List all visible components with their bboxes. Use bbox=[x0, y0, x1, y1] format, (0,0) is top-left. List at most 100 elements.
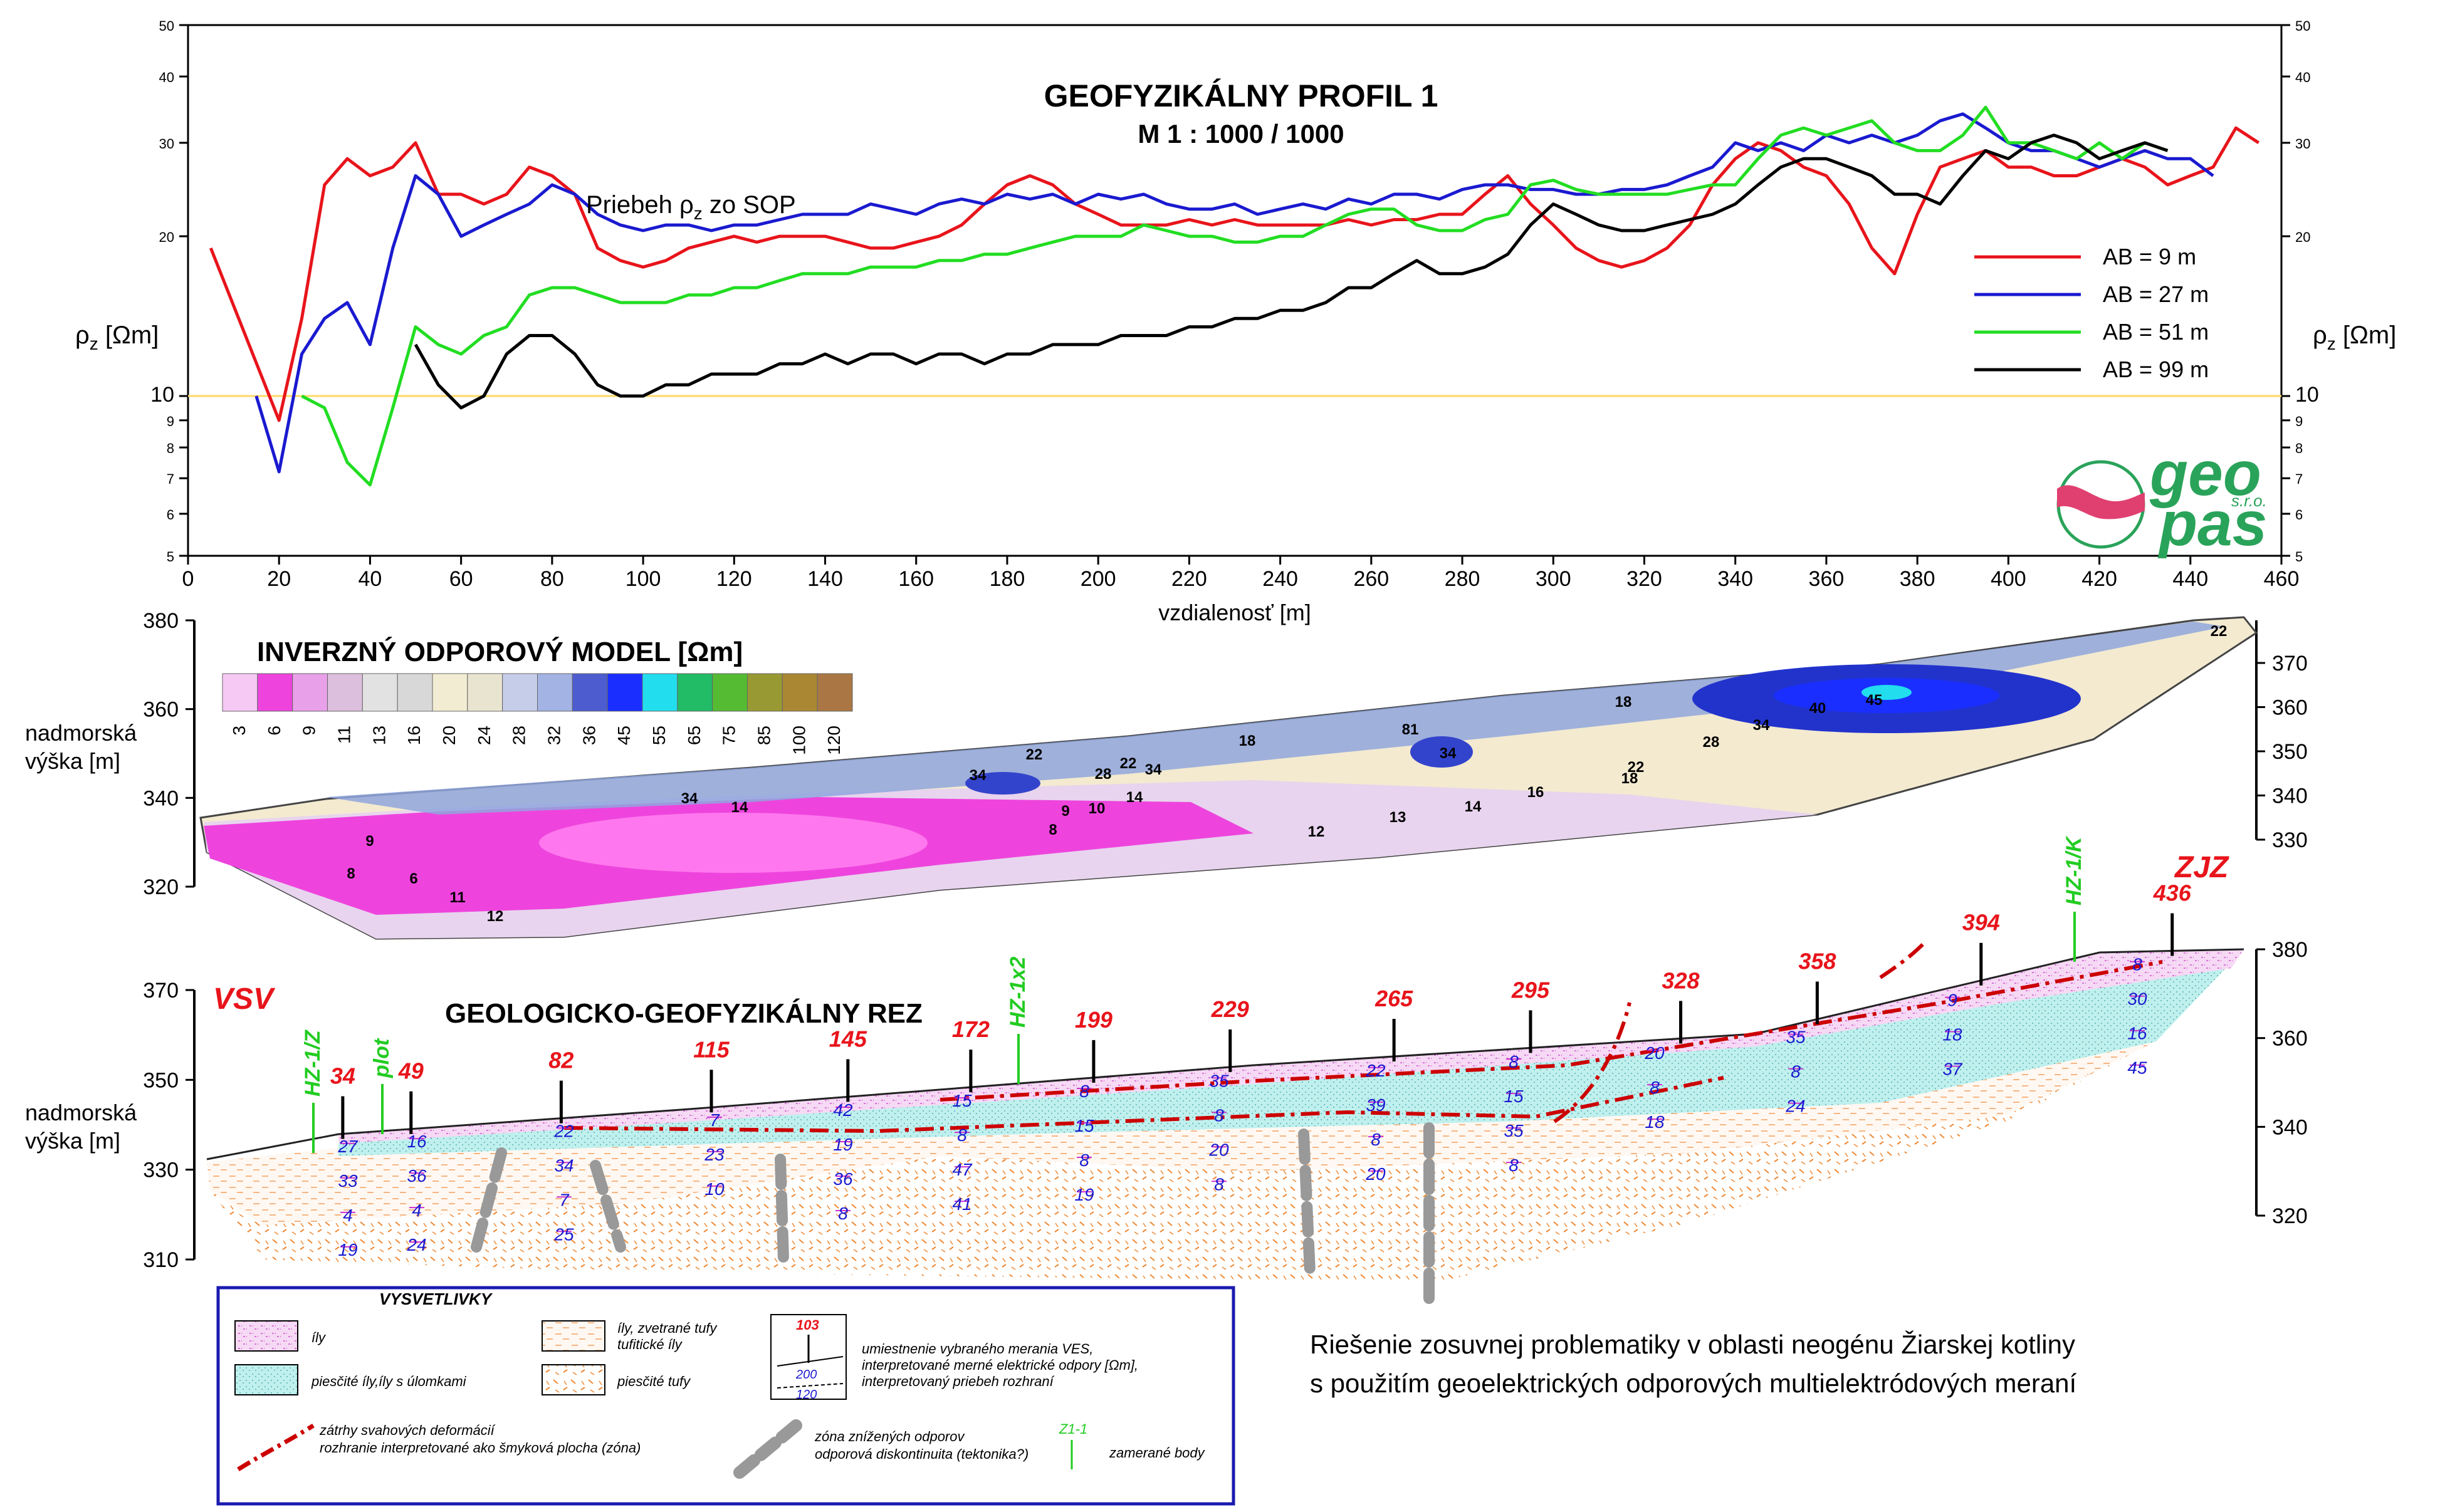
section-value: 35 bbox=[1504, 1121, 1524, 1140]
surveyed-point-label: HZ-1/K bbox=[2062, 835, 2086, 905]
legend-entry: AB = 27 m bbox=[2103, 281, 2209, 307]
contour-label: 14 bbox=[1126, 789, 1143, 806]
section-value: 25 bbox=[553, 1224, 574, 1244]
section-value: 19 bbox=[1074, 1185, 1094, 1204]
section-value: 4 bbox=[343, 1206, 353, 1225]
contour-label: 81 bbox=[1402, 721, 1419, 738]
direction-label-right: ZJZ bbox=[2174, 851, 2229, 884]
color-scale-label: 36 bbox=[579, 726, 599, 745]
color-scale-cell bbox=[817, 673, 853, 712]
section-value: 27 bbox=[337, 1137, 359, 1156]
series-line-3 bbox=[301, 105, 2169, 487]
section-value: 15 bbox=[952, 1091, 972, 1110]
color-scale-cell bbox=[327, 673, 363, 712]
ves-sample-interface-1 bbox=[777, 1356, 844, 1367]
logo-text-sro: s.r.o. bbox=[2231, 491, 2267, 510]
section-value: 10 bbox=[704, 1179, 725, 1199]
contour-label: 14 bbox=[1465, 798, 1482, 815]
geopas-logo: geo pas s.r.o. bbox=[2056, 439, 2267, 559]
y-tick-label-right: 7 bbox=[2295, 471, 2303, 487]
contour-label: 34 bbox=[1145, 761, 1162, 778]
color-scale-label: 28 bbox=[510, 726, 529, 745]
surveyed-point-label: plot bbox=[370, 1038, 394, 1078]
station-label: 199 bbox=[1075, 1007, 1113, 1033]
section-value: 20 bbox=[1365, 1164, 1386, 1184]
contour-label: 22 bbox=[1628, 759, 1645, 776]
color-scale-label: 32 bbox=[544, 726, 563, 745]
color-scale-cell bbox=[257, 673, 293, 712]
x-tick-label: 140 bbox=[807, 567, 843, 591]
section-value: 35 bbox=[1209, 1071, 1229, 1090]
section-value: 22 bbox=[553, 1121, 574, 1140]
station-label: 82 bbox=[548, 1048, 573, 1073]
y-tick-label-left: 5 bbox=[167, 549, 174, 565]
explanation-box: VYSVETLIVKY íly piesčité íly,íly s úlomk… bbox=[216, 1286, 1235, 1506]
color-scale-cell bbox=[712, 673, 748, 712]
section-value: 8 bbox=[2132, 955, 2142, 974]
section-value: 24 bbox=[1785, 1097, 1805, 1116]
color-scale-label: 9 bbox=[300, 726, 319, 736]
section-y-label-line1: nadmorská bbox=[25, 1100, 137, 1125]
section-value: 8 bbox=[1650, 1078, 1660, 1097]
swatch-slip bbox=[237, 1424, 315, 1471]
color-scale-label: 85 bbox=[754, 726, 773, 745]
logo-text-geo: geo bbox=[2149, 439, 2261, 509]
model-high-band bbox=[326, 622, 2225, 815]
station-label: 145 bbox=[829, 1026, 867, 1051]
model-high-patch-2 bbox=[965, 772, 1040, 795]
y-tick-label-right: 8 bbox=[2295, 441, 2303, 456]
x-tick-label: 20 bbox=[267, 567, 291, 591]
y-tick-label-right: 20 bbox=[2295, 229, 2310, 245]
contour-label: 28 bbox=[1095, 766, 1112, 783]
expl-weathered-tuffs-2: tufitické íly bbox=[617, 1337, 683, 1352]
section-value: 15 bbox=[1504, 1087, 1524, 1106]
x-tick-label: 420 bbox=[2081, 567, 2117, 591]
top-series bbox=[209, 105, 2260, 487]
section-value: 42 bbox=[833, 1100, 853, 1120]
section-y-tick-label-right: 320 bbox=[2272, 1204, 2308, 1228]
section-value: 20 bbox=[1644, 1043, 1665, 1063]
section-value: 23 bbox=[704, 1145, 725, 1164]
model-y-tick-label: 360 bbox=[143, 698, 179, 722]
sop-annotation: Priebeh ρz zo SOP bbox=[586, 191, 796, 223]
contour-label: 22 bbox=[1120, 755, 1137, 772]
y-tick-label-left: 40 bbox=[159, 70, 174, 85]
swatch-weathered-tuffs bbox=[542, 1320, 605, 1352]
legend-entry: AB = 99 m bbox=[2103, 357, 2209, 382]
x-tick-label: 400 bbox=[1991, 567, 2026, 591]
y-tick-label-left: 7 bbox=[167, 471, 174, 487]
color-scale-cell bbox=[747, 673, 783, 712]
color-scale-label: 55 bbox=[649, 726, 669, 745]
station-label: 358 bbox=[1798, 949, 1836, 974]
contour-label: 40 bbox=[1809, 700, 1826, 717]
color-scale-label: 20 bbox=[439, 726, 459, 745]
section-y-tick-label: 370 bbox=[143, 979, 179, 1003]
section-title: GEOLOGICKO-GEOFYZIKÁLNY REZ bbox=[445, 998, 923, 1029]
series-line-4 bbox=[414, 133, 2169, 410]
top-plot-frame bbox=[187, 24, 2283, 557]
expl-sandy-clays: piesčité íly,íly s úlomkami bbox=[311, 1374, 467, 1389]
y-tick-label-right: 9 bbox=[2295, 414, 2303, 429]
color-scale-label: 6 bbox=[264, 726, 284, 736]
ves-sample-r1: 200 bbox=[795, 1368, 817, 1382]
y-axis-label-right: ρz [Ωm] bbox=[2313, 321, 2396, 353]
swatch-sandy-clays bbox=[234, 1364, 298, 1395]
y-tick-label-right: 50 bbox=[2295, 18, 2310, 34]
color-scale-cell bbox=[432, 673, 468, 712]
y-tick-label-right: 10 bbox=[2295, 383, 2319, 407]
x-tick-label: 440 bbox=[2172, 567, 2208, 591]
x-tick-label: 80 bbox=[540, 567, 564, 591]
model-high-patch bbox=[1410, 736, 1473, 768]
section-value: 16 bbox=[407, 1132, 427, 1151]
station-label: 115 bbox=[693, 1036, 730, 1062]
x-tick-label: 460 bbox=[2264, 567, 2300, 591]
color-scale-cell bbox=[292, 673, 328, 712]
model-y-tick-label-right: 370 bbox=[2272, 652, 2308, 675]
section-value: 36 bbox=[833, 1169, 853, 1189]
resistivity-curves-chart: 0 20 40 60 80 100 120 140 160 180 200 220 240 260 280 3… bbox=[75, 18, 2396, 625]
y-tick-label-left: 10 bbox=[150, 383, 174, 407]
surveyed-points: HZ-1/Z plot HZ-1x2 HZ-1/K bbox=[301, 835, 2086, 1153]
legend-entry: AB = 9 m bbox=[2103, 244, 2196, 269]
